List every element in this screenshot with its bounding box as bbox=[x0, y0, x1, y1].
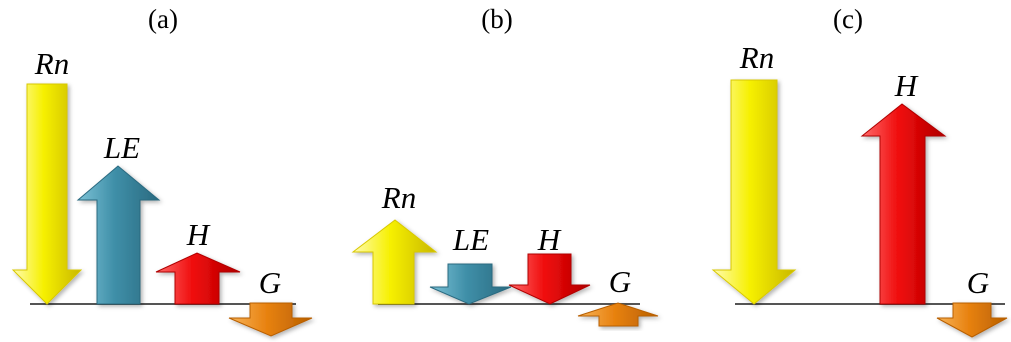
label-b-G: G bbox=[609, 264, 631, 299]
label-a-G: G bbox=[259, 265, 281, 300]
arrow-a-LE bbox=[76, 165, 161, 305]
label-b-H: H bbox=[537, 222, 562, 257]
arrow-b-G bbox=[577, 302, 659, 327]
label-b-LE: LE bbox=[452, 222, 489, 257]
label-c-H: H bbox=[894, 68, 919, 103]
label-a-Rn: Rn bbox=[34, 46, 69, 81]
label-c-G: G bbox=[967, 265, 989, 300]
panel-label-b: (b) bbox=[481, 4, 512, 34]
arrow-a-Rn bbox=[11, 83, 83, 305]
label-c-Rn: Rn bbox=[739, 40, 774, 75]
label-b-Rn: Rn bbox=[381, 180, 416, 215]
label-a-LE: LE bbox=[103, 130, 140, 165]
arrow-a-H bbox=[155, 252, 241, 305]
arrow-b-Rn bbox=[351, 219, 438, 305]
arrow-c-H bbox=[860, 103, 947, 305]
panel-label-a: (a) bbox=[148, 4, 178, 34]
arrow-c-G bbox=[936, 302, 1008, 338]
arrow-b-H bbox=[508, 253, 591, 305]
arrow-a-G bbox=[228, 302, 313, 337]
arrow-c-Rn bbox=[711, 79, 797, 305]
label-a-H: H bbox=[186, 217, 211, 252]
arrow-b-LE bbox=[429, 263, 512, 305]
panel-label-c: (c) bbox=[833, 4, 863, 34]
